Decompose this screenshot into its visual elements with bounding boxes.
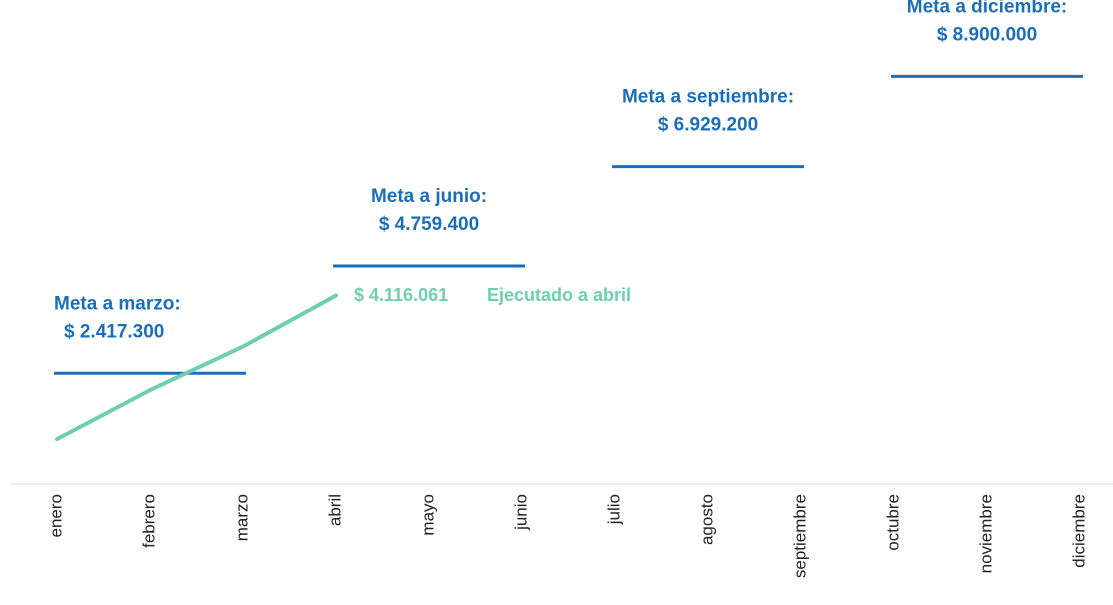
x-tick-label: octubre: [883, 494, 902, 551]
target-label: Meta a marzo:: [54, 293, 181, 314]
x-tick-label: diciembre: [1069, 494, 1088, 568]
x-tick-label: noviembre: [976, 494, 995, 573]
target-value: $ 2.417.300: [64, 321, 164, 342]
x-tick-label: abril: [325, 494, 344, 526]
target-label: Meta a diciembre:: [907, 0, 1068, 17]
x-tick-label: marzo: [232, 494, 251, 541]
x-tick-label: junio: [511, 494, 530, 531]
annotation-text: Ejecutado a abril: [487, 285, 631, 305]
target-label: Meta a junio:: [371, 186, 487, 207]
x-tick-label: enero: [46, 494, 65, 537]
x-tick-label: julio: [604, 494, 623, 525]
target-value: $ 6.929.200: [658, 115, 758, 136]
target-value: $ 4.759.400: [379, 214, 479, 235]
line: [55, 293, 338, 442]
annotation-value: $ 4.116.061: [354, 285, 448, 305]
x-tick-label: febrero: [139, 494, 158, 548]
x-tick-label: mayo: [418, 494, 437, 536]
target-label: Meta a septiembre:: [622, 87, 794, 108]
target-value: $ 8.900.000: [937, 24, 1037, 45]
x-tick-label: agosto: [697, 494, 716, 545]
x-tick-label: septiembre: [790, 494, 809, 578]
